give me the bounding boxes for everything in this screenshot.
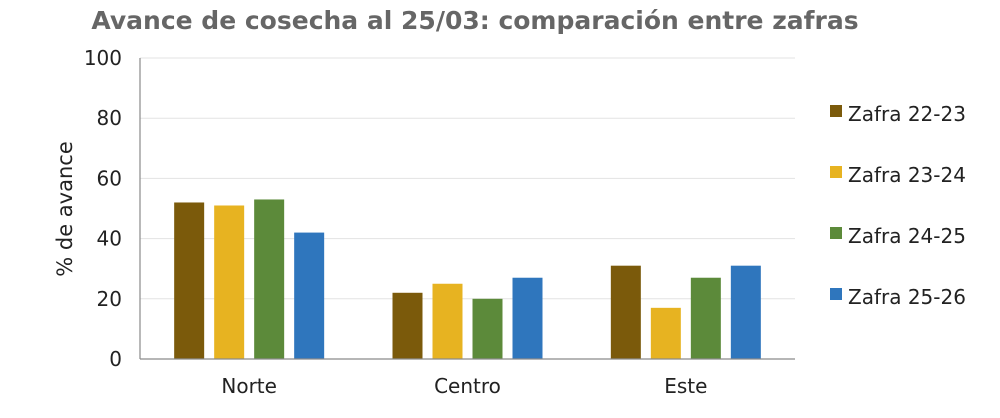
legend-label: Zafra 24-25 bbox=[848, 224, 966, 248]
legend-label: Zafra 22-23 bbox=[848, 102, 966, 126]
y-tick-label: 0 bbox=[109, 347, 122, 371]
y-tick-labels: 0 20 40 60 80 100 bbox=[84, 46, 122, 371]
bar bbox=[512, 277, 543, 359]
bar bbox=[392, 292, 423, 359]
bar bbox=[472, 298, 503, 359]
legend-swatch bbox=[830, 227, 842, 239]
y-tick-label: 20 bbox=[97, 287, 122, 311]
bar bbox=[650, 307, 681, 359]
legend: Zafra 22-23 Zafra 23-24 Zafra 24-25 Zafra 2… bbox=[830, 102, 966, 309]
y-tick-label: 100 bbox=[84, 46, 122, 70]
grid-lines bbox=[140, 57, 795, 300]
category-label: Este bbox=[664, 374, 707, 398]
category-label: Centro bbox=[434, 374, 501, 398]
category-label: Norte bbox=[221, 374, 277, 398]
bar bbox=[690, 277, 721, 359]
bar bbox=[610, 265, 641, 359]
bar bbox=[730, 265, 761, 359]
bar bbox=[254, 199, 285, 359]
legend-swatch bbox=[830, 105, 842, 117]
legend-label: Zafra 25-26 bbox=[848, 285, 966, 309]
legend-swatch bbox=[830, 166, 842, 178]
y-axis-label: % de avance bbox=[53, 141, 77, 277]
bar bbox=[294, 232, 325, 359]
bars bbox=[174, 199, 761, 359]
legend-label: Zafra 23-24 bbox=[848, 163, 966, 187]
y-tick-label: 60 bbox=[97, 166, 122, 190]
y-tick-label: 80 bbox=[97, 106, 122, 130]
bar bbox=[432, 283, 463, 359]
category-labels: Norte Centro Este bbox=[221, 374, 707, 398]
y-tick-label: 40 bbox=[97, 227, 122, 251]
chart-title: Avance de cosecha al 25/03: comparación … bbox=[91, 6, 858, 35]
bar bbox=[174, 202, 205, 359]
legend-swatch bbox=[830, 288, 842, 300]
bar bbox=[214, 205, 245, 359]
